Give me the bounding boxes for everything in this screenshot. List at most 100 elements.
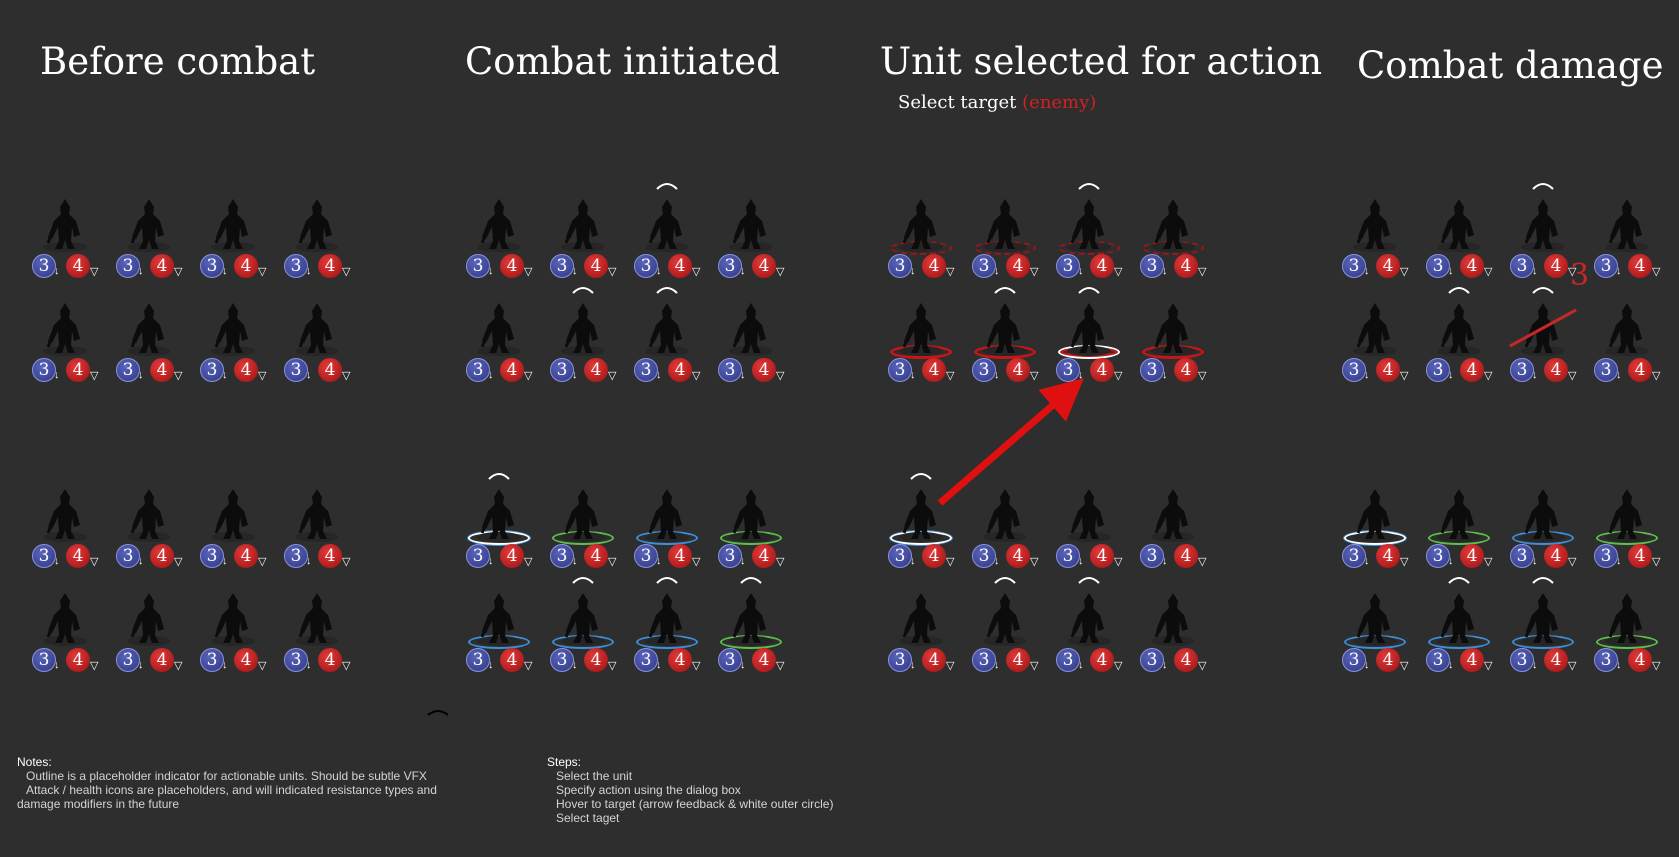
arrow-down-icon: ↓ — [1448, 369, 1454, 381]
player-unit[interactable]: 3 ↓ 4 ▽ — [968, 487, 1042, 587]
arrow-down-icon: ↓ — [306, 659, 312, 671]
arrow-down-icon: ↓ — [1532, 369, 1538, 381]
health-badge: 4 — [752, 358, 776, 382]
enemy-unit[interactable]: 3 ↓ 4 ▽ — [884, 197, 958, 297]
enemy-unit[interactable]: 3 ↓ 4 ▽ — [884, 301, 958, 401]
arrow-down-icon: ↓ — [1616, 369, 1622, 381]
enemy-unit[interactable]: 3 ↓ 4 ▽ — [462, 301, 536, 401]
enemy-unit[interactable]: 3 ↓ 4 ▽ — [714, 301, 788, 401]
player-unit[interactable]: 3 ↓ 4 ▽ — [884, 591, 958, 691]
enemy-unit[interactable]: 3 ↓ 4 ▽ — [546, 197, 620, 297]
health-badge: 4 — [66, 544, 90, 568]
attack-badge: 3 — [1594, 648, 1618, 672]
player-unit[interactable]: 3 ↓ 4 ▽ — [630, 577, 704, 691]
enemy-unit[interactable]: 3 ↓ 4 ▽ — [280, 197, 354, 297]
shield-icon: ▽ — [1568, 556, 1577, 568]
health-badge: 4 — [1544, 648, 1568, 672]
attack-badge: 3 — [1140, 358, 1164, 382]
enemy-unit[interactable]: 3 ↓ 4 ▽ — [1052, 287, 1126, 401]
enemy-unit[interactable]: 3 ↓ 4 ▽ — [968, 197, 1042, 297]
warrior-silhouette-icon — [43, 593, 87, 646]
health-value: 4 — [590, 256, 602, 276]
warrior-silhouette-icon — [1353, 489, 1397, 542]
enemy-unit[interactable]: 3 ↓ 4 ▽ — [462, 197, 536, 297]
player-unit[interactable]: 3 ↓ 4 ▽ — [1052, 487, 1126, 587]
enemy-unit[interactable]: 3 ↓ 4 ▽ — [630, 287, 704, 401]
player-unit[interactable]: 3 ↓ 4 ▽ — [1052, 577, 1126, 691]
enemy-unit[interactable]: 3 ↓ 4 ▽ — [1338, 197, 1412, 297]
attack-value: 3 — [472, 256, 484, 276]
turn-indicator-icon — [1078, 577, 1100, 584]
stray-caret — [427, 710, 449, 716]
player-unit[interactable]: 3 ↓ 4 ▽ — [112, 591, 186, 691]
player-unit[interactable]: 3 ↓ 4 ▽ — [1422, 487, 1496, 587]
player-unit[interactable]: 3 ↓ 4 ▽ — [1136, 487, 1210, 587]
enemy-unit[interactable]: 3 ↓ 4 ▽ — [1422, 197, 1496, 297]
attack-badge: 3 — [32, 648, 56, 672]
attack-badge: 3 — [634, 544, 658, 568]
enemy-unit[interactable]: 3 ↓ 4 ▽ — [28, 197, 102, 297]
enemy-unit[interactable]: 3 ↓ 4 ▽ — [1422, 287, 1496, 401]
player-unit[interactable]: 3 ↓ 4 ▽ — [280, 487, 354, 587]
enemy-unit[interactable]: 3 ↓ 4 ▽ — [1590, 197, 1664, 297]
player-unit[interactable]: 3 ↓ 4 ▽ — [1506, 487, 1580, 587]
player-unit[interactable]: 3 ↓ 4 ▽ — [462, 591, 536, 691]
player-unit[interactable]: 3 ↓ 4 ▽ — [714, 577, 788, 691]
enemy-unit[interactable]: 3 ↓ 4 ▽ — [1338, 301, 1412, 401]
player-unit[interactable]: 3 ↓ 4 ▽ — [462, 473, 536, 587]
health-badge: 4 — [1376, 544, 1400, 568]
arrow-down-icon: ↓ — [1162, 369, 1168, 381]
enemy-unit[interactable]: 3 ↓ 4 ▽ — [1590, 301, 1664, 401]
enemy-unit[interactable]: 3 ↓ 4 ▽ — [1506, 287, 1580, 401]
player-unit[interactable]: 3 ↓ 4 ▽ — [196, 487, 270, 587]
player-unit[interactable]: 3 ↓ 4 ▽ — [630, 487, 704, 587]
enemy-unit[interactable]: 3 ↓ 4 ▽ — [196, 301, 270, 401]
enemy-unit[interactable]: 3 ↓ 4 ▽ — [112, 197, 186, 297]
enemy-unit[interactable]: 3 ↓ 4 ▽ — [112, 301, 186, 401]
attack-badge: 3 — [888, 358, 912, 382]
player-unit[interactable]: 3 ↓ 4 ▽ — [196, 591, 270, 691]
player-unit[interactable]: 3 ↓ 4 ▽ — [28, 591, 102, 691]
arrow-down-icon: ↓ — [1078, 555, 1084, 567]
player-unit[interactable]: 3 ↓ 4 ▽ — [1338, 487, 1412, 587]
player-unit[interactable]: 3 ↓ 4 ▽ — [968, 577, 1042, 691]
player-unit[interactable]: 3 ↓ 4 ▽ — [1590, 487, 1664, 587]
health-value: 4 — [1012, 650, 1024, 670]
warrior-silhouette-icon — [211, 489, 255, 542]
health-badge: 4 — [500, 254, 524, 278]
turn-indicator-icon — [740, 577, 762, 584]
player-unit[interactable]: 3 ↓ 4 ▽ — [884, 473, 958, 587]
player-unit[interactable]: 3 ↓ 4 ▽ — [112, 487, 186, 587]
enemy-unit[interactable]: 3 ↓ 4 ▽ — [546, 287, 620, 401]
enemy-unit[interactable]: 3 ↓ 4 ▽ — [1136, 301, 1210, 401]
enemy-unit[interactable]: 3 ↓ 4 ▽ — [1506, 183, 1580, 297]
player-unit[interactable]: 3 ↓ 4 ▽ — [1506, 577, 1580, 691]
arrow-down-icon: ↓ — [656, 369, 662, 381]
enemy-unit[interactable]: 3 ↓ 4 ▽ — [714, 197, 788, 297]
enemy-unit[interactable]: 3 ↓ 4 ▽ — [196, 197, 270, 297]
player-unit[interactable]: 3 ↓ 4 ▽ — [1590, 591, 1664, 691]
shield-icon: ▽ — [1400, 370, 1409, 382]
player-unit[interactable]: 3 ↓ 4 ▽ — [546, 487, 620, 587]
health-value: 4 — [1096, 650, 1108, 670]
player-unit[interactable]: 3 ↓ 4 ▽ — [1338, 591, 1412, 691]
player-unit[interactable]: 3 ↓ 4 ▽ — [1136, 591, 1210, 691]
enemy-unit[interactable]: 3 ↓ 4 ▽ — [280, 301, 354, 401]
enemy-unit[interactable]: 3 ↓ 4 ▽ — [1052, 183, 1126, 297]
health-badge: 4 — [318, 358, 342, 382]
warrior-silhouette-icon — [899, 593, 943, 646]
player-unit[interactable]: 3 ↓ 4 ▽ — [546, 577, 620, 691]
player-unit[interactable]: 3 ↓ 4 ▽ — [280, 591, 354, 691]
notes-heading: Notes: — [17, 755, 52, 769]
attack-value: 3 — [122, 650, 134, 670]
player-unit[interactable]: 3 ↓ 4 ▽ — [714, 487, 788, 587]
arrow-down-icon: ↓ — [1364, 659, 1370, 671]
enemy-unit[interactable]: 3 ↓ 4 ▽ — [968, 287, 1042, 401]
player-unit[interactable]: 3 ↓ 4 ▽ — [1422, 577, 1496, 691]
enemy-unit[interactable]: 3 ↓ 4 ▽ — [1136, 197, 1210, 297]
player-unit[interactable]: 3 ↓ 4 ▽ — [28, 487, 102, 587]
arrow-down-icon: ↓ — [910, 555, 916, 567]
enemy-unit[interactable]: 3 ↓ 4 ▽ — [28, 301, 102, 401]
enemy-unit[interactable]: 3 ↓ 4 ▽ — [630, 183, 704, 297]
attack-badge: 3 — [116, 358, 140, 382]
